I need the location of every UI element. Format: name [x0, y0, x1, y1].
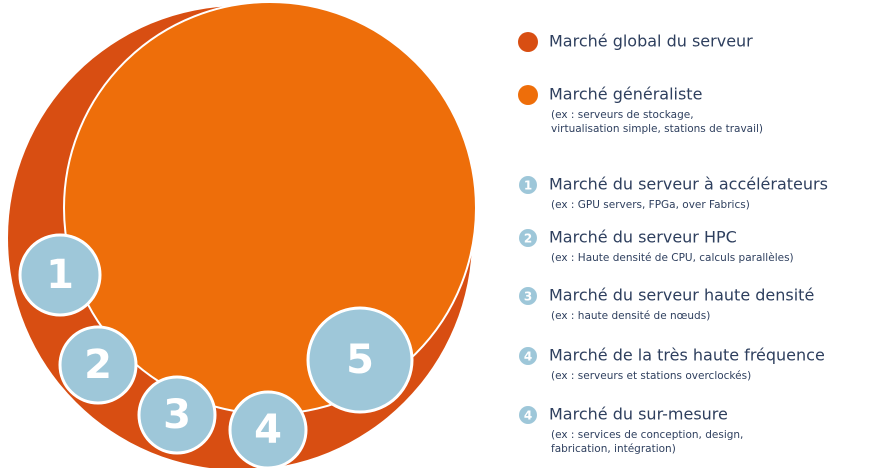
- legend-detail: (ex : serveurs de stockage,: [551, 109, 694, 121]
- legend-marker-number: 1: [524, 179, 532, 193]
- segment-number: 3: [163, 392, 191, 438]
- legend-marker: [519, 347, 537, 365]
- legend-marker-number: 4: [524, 350, 532, 364]
- legend-detail: (ex : GPU servers, FPGa, over Fabrics): [551, 199, 750, 211]
- segment-number: 2: [84, 342, 112, 388]
- legend-title: Marché du serveur HPC: [549, 228, 737, 247]
- segment-circle: [18, 233, 102, 317]
- legend-dot: [518, 85, 538, 105]
- legend-title: Marché global du serveur: [549, 32, 753, 51]
- segment-circle: [58, 325, 138, 405]
- segment-number: 5: [346, 337, 374, 383]
- legend-dot: [518, 32, 538, 52]
- legend-detail: (ex : haute densité de nœuds): [551, 310, 710, 322]
- legend-title: Marché du serveur à accélérateurs: [549, 175, 828, 194]
- legend-marker: [519, 287, 537, 305]
- legend-title: Marché de la très haute fréquence: [549, 346, 825, 365]
- legend-marker-number: 4: [524, 409, 532, 423]
- legend-detail: (ex : serveurs et stations overclockés): [551, 370, 751, 382]
- legend-marker: [519, 229, 537, 247]
- legend-marker: [519, 176, 537, 194]
- segment-circle: [137, 375, 217, 455]
- legend-detail: fabrication, intégration): [551, 443, 676, 455]
- segment-number: 1: [46, 252, 74, 298]
- legend-title: Marché du serveur haute densité: [549, 286, 814, 305]
- legend-marker-number: 3: [524, 290, 532, 304]
- legend-detail: virtualisation simple, stations de trava…: [551, 123, 763, 135]
- segment-circle: [228, 390, 308, 468]
- legend-title: Marché généraliste: [549, 85, 702, 104]
- legend-detail: (ex : Haute densité de CPU, calculs para…: [551, 252, 794, 264]
- legend-detail: (ex : services de conception, design,: [551, 429, 743, 441]
- segment-circle: [306, 306, 414, 414]
- legend-title: Marché du sur-mesure: [549, 405, 728, 424]
- legend-marker: [519, 406, 537, 424]
- segment-number: 4: [254, 407, 282, 453]
- legend-marker-number: 2: [524, 232, 532, 246]
